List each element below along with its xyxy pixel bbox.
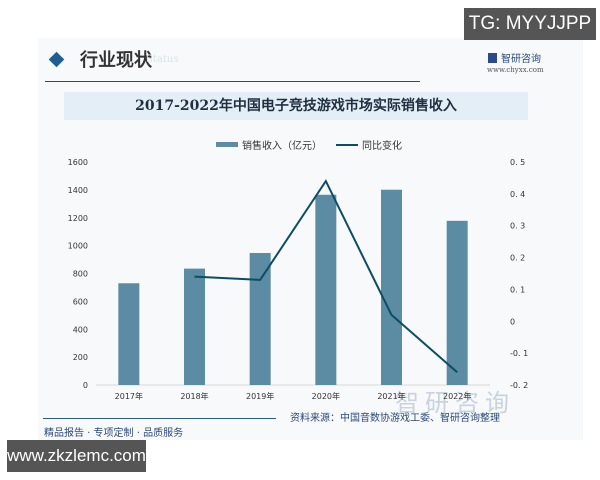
legend-line-label: 同比变化 [362, 141, 402, 152]
legend-bar-swatch [216, 142, 238, 147]
section-title: 行业现状 [80, 50, 152, 71]
brand-logo: 智研咨询 [488, 50, 541, 65]
brand-mark-icon [488, 53, 497, 63]
brand-name: 智研咨询 [501, 54, 541, 65]
brand-url: www.chyxx.com [487, 66, 544, 74]
section-header: 行业现状 Status [48, 46, 548, 76]
header-divider [45, 81, 420, 82]
section-subtitle: Status [146, 54, 179, 65]
diamond-icon [48, 51, 65, 68]
overlay-url-bottom-left: www.zkzlemc.com [7, 440, 146, 472]
data-source: 资料来源：中国音数协游戏工委、智研咨询整理 [290, 413, 500, 424]
chart-title: 2017-2022年中国电子竞技游戏市场实际销售收入 [135, 98, 457, 114]
footer-tagline: 精品报告 · 专项定制 · 品质服务 [44, 428, 184, 439]
chart-title-band: 2017-2022年中国电子竞技游戏市场实际销售收入 [64, 92, 528, 120]
legend-line-swatch [336, 143, 358, 146]
chart-legend: 销售收入（亿元） 同比变化 [216, 137, 402, 152]
legend-bar-label: 销售收入（亿元） [242, 141, 322, 152]
overlay-tag-top-right: TG: MYYJJPP [464, 8, 596, 40]
background-brand-watermark: 智研咨询 [395, 389, 515, 417]
footer-divider [43, 418, 276, 419]
